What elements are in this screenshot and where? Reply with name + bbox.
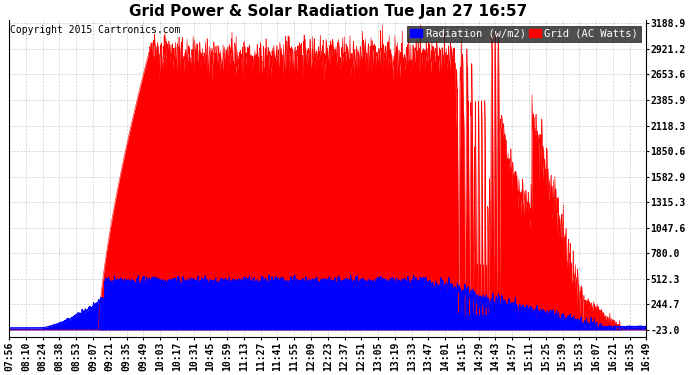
Legend: Radiation (w/m2), Grid (AC Watts): Radiation (w/m2), Grid (AC Watts): [407, 26, 641, 42]
Text: Copyright 2015 Cartronics.com: Copyright 2015 Cartronics.com: [10, 25, 180, 35]
Title: Grid Power & Solar Radiation Tue Jan 27 16:57: Grid Power & Solar Radiation Tue Jan 27 …: [128, 4, 527, 19]
